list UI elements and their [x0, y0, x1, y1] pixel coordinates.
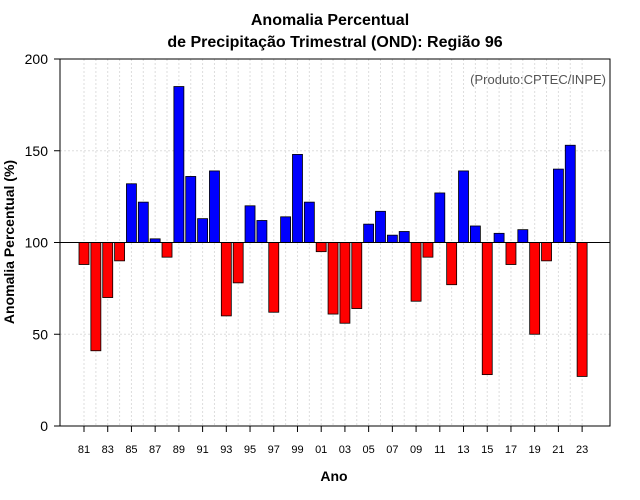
bar-91 — [197, 218, 209, 243]
x-tick-label: 83 — [102, 444, 114, 456]
x-tick-label: 85 — [125, 444, 137, 456]
bar-22 — [564, 144, 576, 243]
bar-97 — [268, 242, 280, 313]
y-tick-label: 200 — [25, 51, 49, 67]
y-tick-label: 150 — [25, 143, 49, 159]
bar-82 — [90, 242, 102, 352]
x-tick-label: 87 — [149, 444, 161, 456]
x-axis-title: Ano — [320, 468, 347, 484]
bar-06 — [375, 210, 386, 243]
bar-95 — [244, 205, 256, 243]
bar-94 — [232, 242, 244, 284]
x-tick-label: 07 — [386, 444, 398, 456]
bar-19 — [529, 242, 541, 335]
x-tick-label: 99 — [291, 444, 303, 456]
x-tick-label: 03 — [339, 444, 351, 456]
bar-87 — [149, 238, 161, 243]
bar-09 — [410, 242, 422, 302]
x-axis: 81 83 85 87 89 91 93 95 97 99 01 03 05 07 09 11 13 15 17 19… — [78, 426, 588, 456]
bar-93 — [220, 242, 232, 317]
x-tick-label: 05 — [363, 444, 375, 456]
bar-88 — [161, 242, 173, 258]
y-axis-title: Anomalia Percentual (%) — [1, 160, 17, 324]
bar-04 — [351, 242, 363, 309]
x-tick-label: 01 — [315, 444, 327, 456]
x-tick-label: 81 — [78, 444, 90, 456]
x-tick-label: 95 — [244, 444, 256, 456]
bar-81 — [78, 242, 90, 265]
bar-98 — [280, 216, 292, 243]
bar-85 — [126, 183, 137, 243]
bar-03 — [339, 242, 351, 324]
bar-20 — [541, 242, 552, 262]
bar-99 — [292, 154, 303, 243]
bar-96 — [256, 220, 268, 243]
bar-05 — [363, 223, 375, 243]
bar-12 — [446, 242, 458, 286]
x-tick-label: 09 — [410, 444, 422, 456]
chart-title-line1: Anomalia Percentual — [251, 12, 409, 29]
bars — [78, 86, 588, 377]
grid — [60, 58, 610, 427]
chart-title-line2: de Precipitação Trimestral (OND): Região… — [167, 34, 502, 51]
bar-17 — [505, 242, 517, 265]
bar-18 — [517, 229, 529, 243]
x-tick-label: 23 — [576, 444, 588, 456]
bar-86 — [137, 201, 149, 243]
x-tick-label: 21 — [552, 444, 564, 456]
x-tick-label: 17 — [505, 444, 517, 456]
bar-13 — [458, 170, 469, 243]
x-tick-label: 93 — [220, 444, 232, 456]
y-tick-label: 100 — [25, 235, 49, 251]
bar-01 — [315, 242, 327, 253]
bar-83 — [102, 242, 114, 298]
credit-label: (Produto:CPTEC/INPE) — [470, 72, 606, 87]
bar-11 — [434, 192, 446, 243]
y-tick-label: 0 — [40, 418, 48, 434]
x-tick-label: 91 — [196, 444, 208, 456]
bar-08 — [398, 231, 410, 243]
bar-16 — [493, 232, 505, 243]
bar-10 — [422, 242, 434, 258]
x-tick-label: 11 — [434, 444, 445, 456]
x-tick-label: 19 — [529, 444, 541, 456]
x-tick-label: 15 — [481, 444, 493, 456]
y-axis: 0 50 100 150 200 — [25, 51, 60, 434]
bar-84 — [114, 242, 125, 262]
x-tick-label: 13 — [457, 444, 469, 456]
bar-89 — [173, 86, 185, 243]
bar-21 — [553, 168, 564, 243]
bar-00 — [303, 201, 315, 243]
bar-07 — [386, 234, 398, 243]
bar-92 — [209, 170, 220, 243]
bar-90 — [185, 176, 197, 243]
bar-14 — [469, 225, 481, 243]
bar-15 — [481, 242, 493, 376]
y-tick-label: 50 — [32, 326, 48, 342]
x-tick-label: 89 — [173, 444, 185, 456]
bar-02 — [327, 242, 339, 315]
x-tick-label: 97 — [268, 444, 280, 456]
bar-23 — [576, 242, 588, 377]
